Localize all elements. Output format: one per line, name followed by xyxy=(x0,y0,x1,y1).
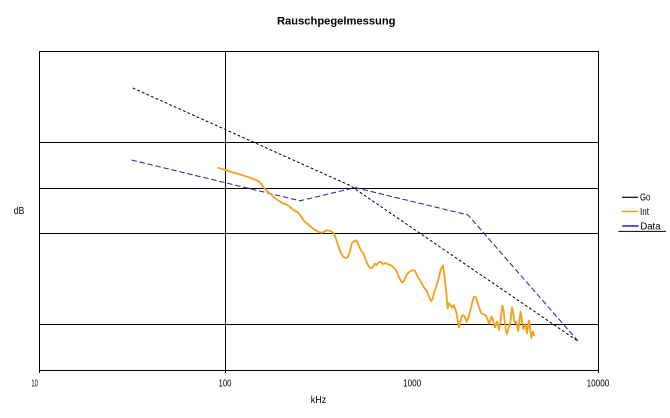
svg-text:Int: Int xyxy=(640,207,649,218)
svg-text:kHz: kHz xyxy=(311,395,327,406)
svg-text:10: 10 xyxy=(31,378,37,390)
svg-text:10000: 10000 xyxy=(587,378,610,390)
svg-text:100: 100 xyxy=(219,378,232,390)
svg-text:Data: Data xyxy=(640,221,661,232)
svg-text:Rauschpegelmessung: Rauschpegelmessung xyxy=(277,16,396,28)
svg-text:Go: Go xyxy=(640,193,651,204)
svg-text:1000: 1000 xyxy=(403,378,421,390)
svg-text:dB: dB xyxy=(14,206,25,217)
